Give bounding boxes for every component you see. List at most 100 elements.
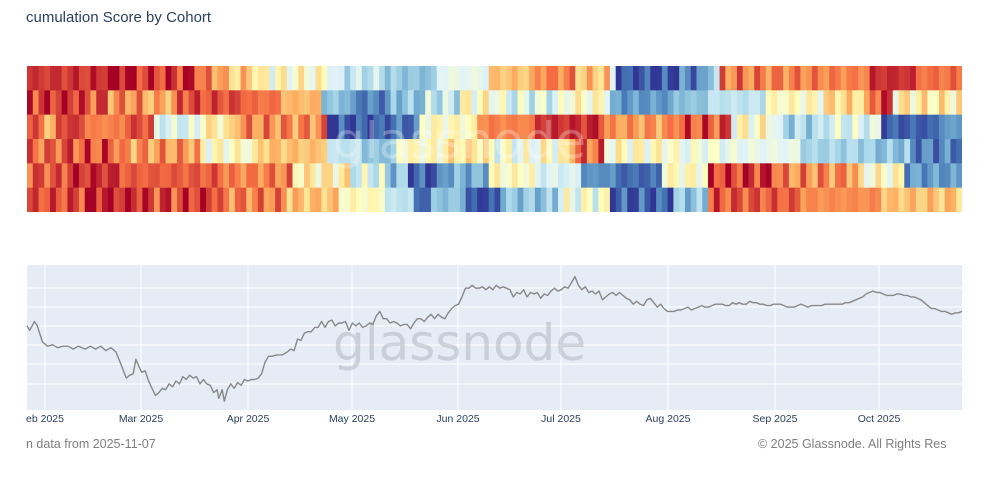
- heatmap-cell: [90, 163, 97, 188]
- heatmap-cell: [529, 90, 536, 115]
- heatmap-cell: [61, 139, 68, 164]
- heatmap-cell: [315, 139, 322, 164]
- heatmap-cell: [679, 90, 686, 115]
- heatmap-cell: [742, 66, 749, 91]
- heatmap-cell: [684, 114, 692, 140]
- heatmap-cell: [384, 114, 392, 140]
- heatmap-cell: [55, 90, 63, 115]
- heatmap-cell: [858, 163, 865, 188]
- heatmap-cell: [840, 90, 847, 115]
- heatmap-cell: [315, 114, 322, 140]
- heatmap-cell: [546, 139, 553, 164]
- heatmap-cell: [55, 139, 63, 164]
- heatmap-cell: [240, 66, 247, 91]
- heatmap-cell: [581, 139, 588, 164]
- heatmap-cell: [927, 163, 934, 188]
- heatmap-cell: [55, 163, 63, 188]
- heatmap-cell: [44, 90, 51, 115]
- heatmap-cell: [748, 114, 755, 140]
- heatmap-cell: [229, 139, 236, 164]
- heatmap-cell: [592, 66, 599, 91]
- heatmap-cell: [846, 163, 853, 188]
- heatmap-cell: [263, 163, 270, 188]
- grid-lines: [27, 265, 962, 410]
- heatmap-cell: [858, 114, 865, 140]
- heatmap-cell: [811, 114, 819, 140]
- heatmap-cell: [921, 66, 928, 91]
- heatmap-cell: [159, 114, 166, 140]
- heatmap-cell: [540, 66, 547, 91]
- heatmap-cell: [788, 90, 796, 115]
- heatmap-cell: [811, 187, 819, 212]
- heatmap-cell: [153, 90, 161, 115]
- heatmap-cell: [67, 139, 74, 164]
- heatmap-cell: [298, 90, 305, 115]
- heatmap-cell: [679, 139, 686, 164]
- heatmap-cell: [806, 163, 813, 188]
- heatmap-cell: [419, 163, 426, 188]
- heatmap-cell: [257, 90, 265, 115]
- heatmap-cell: [286, 66, 293, 91]
- heatmap-cell: [223, 66, 230, 91]
- heatmap-cell: [425, 139, 432, 164]
- heatmap-cell: [863, 90, 871, 115]
- heatmap-cell: [425, 66, 432, 91]
- heatmap-cell: [702, 139, 709, 164]
- heatmap-cell: [125, 163, 132, 188]
- heatmap-cell: [852, 114, 859, 140]
- heatmap-cell: [431, 163, 438, 188]
- heatmap-cell: [609, 90, 617, 115]
- heatmap-cell: [113, 187, 120, 212]
- heatmap-cell: [471, 163, 478, 188]
- heatmap-cell: [794, 187, 801, 212]
- heatmap-cell: [892, 114, 899, 140]
- heatmap-cell: [494, 139, 501, 164]
- heatmap-cell: [84, 66, 91, 91]
- heatmap-cell: [904, 187, 911, 212]
- heatmap-cell: [194, 90, 201, 115]
- heatmap-cell: [852, 90, 859, 115]
- heatmap-cell: [436, 90, 443, 115]
- heatmap-cell: [355, 187, 363, 212]
- heatmap-cell: [846, 139, 853, 164]
- heatmap-cell: [61, 187, 68, 212]
- heatmap-cell: [569, 66, 576, 91]
- heatmap-cell: [892, 187, 899, 212]
- heatmap-cell: [557, 90, 565, 115]
- heatmap-cell: [90, 66, 97, 91]
- plot-background: [27, 265, 962, 410]
- heatmap-cell: [275, 114, 282, 140]
- heatmap-cell: [315, 90, 322, 115]
- heatmap-cell: [338, 66, 345, 91]
- heatmap-cell: [950, 163, 957, 188]
- heatmap-cell: [107, 187, 114, 212]
- heatmap-cell: [604, 163, 611, 188]
- heatmap-cell: [130, 139, 138, 164]
- heatmap-cell: [200, 90, 207, 115]
- heatmap-cell: [125, 187, 132, 212]
- heatmap-cell: [886, 139, 894, 164]
- heatmap-cell: [956, 114, 962, 140]
- heatmap-cell: [719, 187, 726, 212]
- heatmap-cell: [696, 139, 703, 164]
- heatmap-cell: [650, 114, 657, 140]
- heatmap-cell: [609, 187, 617, 212]
- heatmap-cell: [142, 114, 149, 140]
- heatmap-cell: [482, 139, 490, 164]
- heatmap-cell: [379, 66, 386, 91]
- heatmap-cell: [252, 90, 259, 115]
- heatmap-cell: [309, 90, 316, 115]
- heatmap-cell: [604, 187, 611, 212]
- heatmap-cell: [638, 114, 645, 140]
- heatmap-cell: [292, 187, 299, 212]
- heatmap-cell: [927, 90, 934, 115]
- heatmap-cell: [661, 139, 669, 164]
- heatmap-cell: [136, 163, 143, 188]
- heatmap-cell: [130, 66, 138, 91]
- heatmap-cell: [171, 139, 178, 164]
- heatmap-cell: [355, 114, 363, 140]
- heatmap-cell: [78, 114, 86, 140]
- heatmap-cell: [506, 114, 513, 140]
- heatmap-cell: [829, 114, 836, 140]
- heatmap-cell: [511, 139, 518, 164]
